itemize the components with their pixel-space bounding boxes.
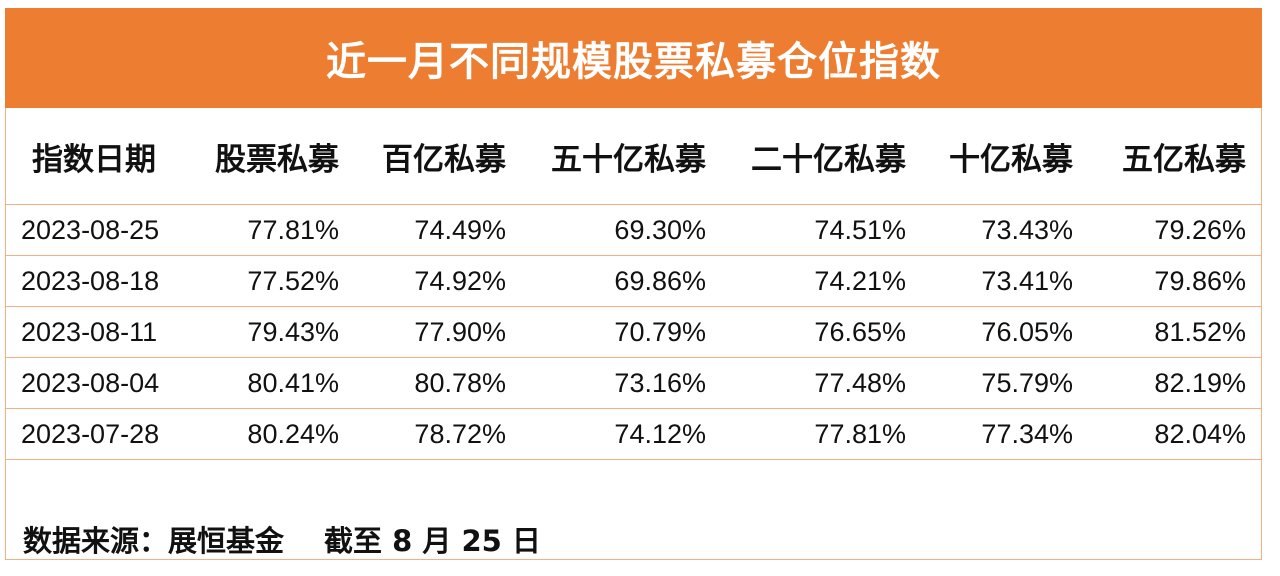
cell-value: 80.78% bbox=[355, 357, 522, 409]
column-header-10b-fund: 百亿私募 bbox=[355, 108, 522, 205]
table-header-row: 指数日期 股票私募 百亿私募 五十亿私募 二十亿私募 十亿私募 五亿私募 bbox=[5, 108, 1262, 205]
column-header-stock-private-fund: 股票私募 bbox=[188, 108, 355, 205]
column-header-5b-fund: 五十亿私募 bbox=[522, 108, 722, 205]
cell-value: 77.90% bbox=[355, 306, 522, 358]
cell-value: 69.86% bbox=[522, 255, 722, 307]
table-row: 2023-07-28 80.24% 78.72% 74.12% 77.81% 7… bbox=[5, 408, 1262, 460]
column-header-500m-fund: 五亿私募 bbox=[1089, 108, 1262, 205]
cell-value: 77.81% bbox=[722, 408, 922, 460]
cell-value: 76.05% bbox=[922, 306, 1089, 358]
data-source-note: 数据来源：展恒基金 bbox=[23, 524, 285, 558]
cell-value: 74.49% bbox=[355, 204, 522, 256]
cell-date: 2023-07-28 bbox=[5, 408, 188, 460]
cell-value: 79.26% bbox=[1089, 204, 1262, 256]
cell-date: 2023-08-18 bbox=[5, 255, 188, 307]
cell-value: 79.86% bbox=[1089, 255, 1262, 307]
cell-date: 2023-08-04 bbox=[5, 357, 188, 409]
cell-value: 75.79% bbox=[922, 357, 1089, 409]
cell-value: 73.41% bbox=[922, 255, 1089, 307]
table-row: 2023-08-18 77.52% 74.92% 69.86% 74.21% 7… bbox=[5, 255, 1262, 307]
cell-value: 78.72% bbox=[355, 408, 522, 460]
cell-value: 82.19% bbox=[1089, 357, 1262, 409]
as-of-date-note: 截至 8 月 25 日 bbox=[324, 524, 541, 558]
page-title: 近一月不同规模股票私募仓位指数 bbox=[326, 39, 941, 85]
cell-value: 80.24% bbox=[188, 408, 355, 460]
cell-value: 77.81% bbox=[188, 204, 355, 256]
cell-value: 73.43% bbox=[922, 204, 1089, 256]
cell-value: 76.65% bbox=[722, 306, 922, 358]
table-row: 2023-08-04 80.41% 80.78% 73.16% 77.48% 7… bbox=[5, 357, 1262, 409]
cell-date: 2023-08-25 bbox=[5, 204, 188, 256]
cell-value: 73.16% bbox=[522, 357, 722, 409]
cell-value: 77.48% bbox=[722, 357, 922, 409]
cell-value: 80.41% bbox=[188, 357, 355, 409]
cell-value: 74.12% bbox=[522, 408, 722, 460]
cell-value: 82.04% bbox=[1089, 408, 1262, 460]
title-bar: 近一月不同规模股票私募仓位指数 bbox=[5, 8, 1262, 108]
cell-value: 81.52% bbox=[1089, 306, 1262, 358]
cell-value: 77.34% bbox=[922, 408, 1089, 460]
cell-value: 77.52% bbox=[188, 255, 355, 307]
position-index-table: 指数日期 股票私募 百亿私募 五十亿私募 二十亿私募 十亿私募 五亿私募 202… bbox=[5, 108, 1262, 460]
cell-value: 74.92% bbox=[355, 255, 522, 307]
cell-value: 74.21% bbox=[722, 255, 922, 307]
cell-date: 2023-08-11 bbox=[5, 306, 188, 358]
column-header-1b-fund: 十亿私募 bbox=[922, 108, 1089, 205]
table-row: 2023-08-11 79.43% 77.90% 70.79% 76.65% 7… bbox=[5, 306, 1262, 358]
column-header-date: 指数日期 bbox=[5, 108, 188, 205]
footnote: 数据来源：展恒基金 截至 8 月 25 日 bbox=[23, 518, 541, 560]
cell-value: 70.79% bbox=[522, 306, 722, 358]
cell-value: 74.51% bbox=[722, 204, 922, 256]
cell-value: 79.43% bbox=[188, 306, 355, 358]
column-header-2b-fund: 二十亿私募 bbox=[722, 108, 922, 205]
table-row: 2023-08-25 77.81% 74.49% 69.30% 74.51% 7… bbox=[5, 204, 1262, 256]
cell-value: 69.30% bbox=[522, 204, 722, 256]
